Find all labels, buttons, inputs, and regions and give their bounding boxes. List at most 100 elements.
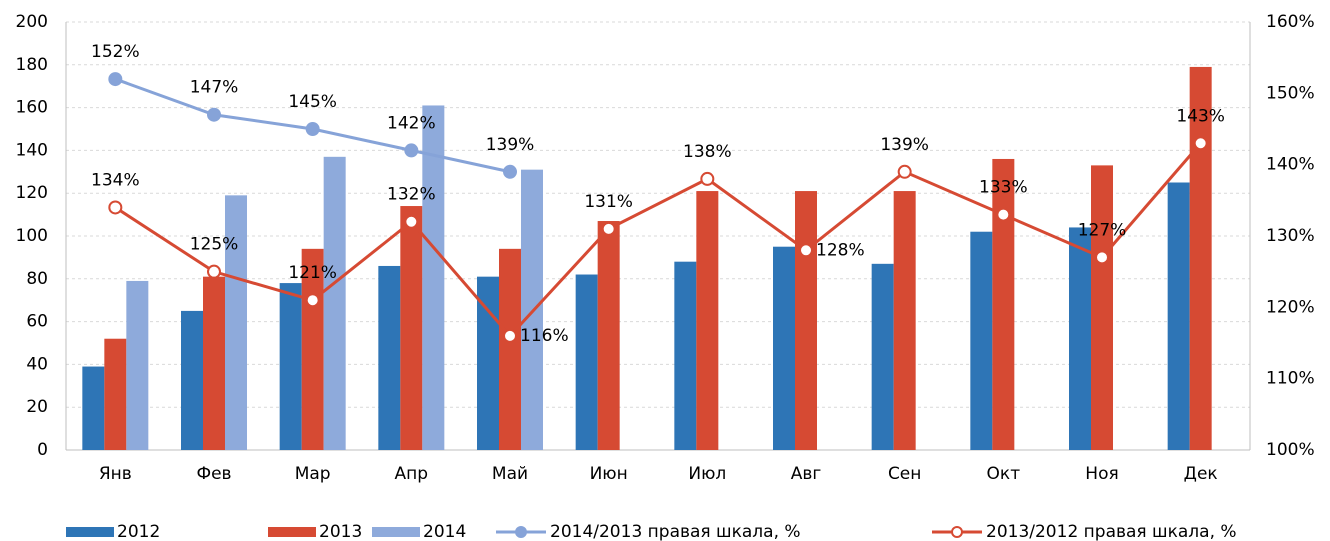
data-label: 142% [387,113,436,133]
bar [1069,227,1091,450]
data-label: 147% [190,78,239,98]
marker [404,143,419,158]
bar [992,158,1015,450]
y2-tick-label: 160% [1266,12,1315,32]
legend-swatch [66,527,114,537]
y-tick-label: 40 [26,354,48,374]
bar [575,274,598,450]
bar [1189,66,1212,450]
data-label: 127% [1078,220,1127,240]
bar [970,231,993,450]
legend-swatch [372,527,420,537]
bar [674,261,697,450]
data-label: 139% [486,135,535,155]
legend-swatch [268,527,316,537]
bar [477,276,499,450]
bar [203,276,225,450]
x-tick-label: Фев [196,464,231,484]
bar [126,280,149,450]
x-tick-label: Апр [395,464,429,484]
y-tick-label: 160 [16,98,48,118]
data-label: 131% [584,192,633,212]
marker [503,328,517,343]
bar [1091,165,1113,450]
bar [279,283,302,450]
legend-marker [951,526,963,538]
legend-label: 2014 [423,522,466,541]
bar [499,248,521,450]
data-label: 125% [190,235,239,255]
legend-label: 2013/2012 правая шкала, % [986,522,1237,541]
marker [601,221,616,236]
bar [82,366,105,450]
data-label: 128% [816,240,865,260]
bar [225,195,247,450]
y-tick-label: 200 [16,12,48,32]
data-label: 132% [387,185,436,205]
y2-tick-label: 110% [1266,369,1315,389]
x-tick-label: Дек [1184,464,1218,484]
x-tick-label: Июн [590,464,628,484]
legend-marker [515,526,527,538]
data-label: 133% [979,178,1028,198]
x-tick-label: Июл [688,464,726,484]
marker [1095,250,1109,265]
x-tick-label: Окт [987,464,1021,484]
bar [181,310,203,450]
marker [207,107,221,122]
y2-tick-label: 150% [1266,83,1315,103]
y-tick-label: 180 [16,55,48,75]
marker [503,164,517,179]
marker [1193,136,1208,151]
y-tick-label: 120 [16,183,48,203]
data-label: 152% [91,42,140,62]
bar [323,156,346,450]
y2-tick-label: 140% [1266,155,1315,175]
marker [108,200,123,215]
legend-label: 2014/2013 правая шкала, % [550,522,801,541]
bar [422,105,445,451]
marker [404,214,419,229]
bar [893,191,916,450]
y-tick-label: 140 [16,140,48,160]
x-tick-label: Авг [791,464,822,484]
marker [897,164,912,179]
bar [795,191,817,450]
y2-tick-label: 120% [1266,297,1315,317]
x-tick-label: Май [492,464,528,484]
bar [773,246,795,450]
marker [799,243,813,258]
marker [996,207,1011,222]
x-tick-label: Сен [888,464,921,484]
data-label: 134% [91,170,140,190]
bar [104,338,127,450]
x-tick-label: Ноя [1085,464,1118,484]
bar [400,206,423,450]
x-tick-label: Янв [99,464,132,484]
bar [1167,182,1190,450]
bar [871,263,894,450]
marker [305,293,320,308]
data-label: 116% [520,326,569,346]
line [114,142,1202,339]
y2-tick-label: 100% [1266,440,1315,460]
bar [597,221,620,450]
data-label: 143% [1176,106,1225,126]
data-label: 145% [288,92,337,112]
marker [700,171,715,186]
y-tick-label: 0 [37,440,48,460]
y-tick-label: 20 [26,397,48,417]
bar [696,191,719,450]
marker [305,122,320,136]
bar [378,265,401,450]
marker [108,72,123,87]
y-tick-label: 80 [26,269,48,289]
legend-label: 2013 [319,522,362,541]
marker [207,264,221,279]
y2-tick-label: 130% [1266,226,1315,246]
y-tick-label: 100 [16,226,48,246]
data-label: 139% [880,135,929,155]
legend-label: 2012 [117,522,160,541]
data-label: 138% [683,142,732,162]
